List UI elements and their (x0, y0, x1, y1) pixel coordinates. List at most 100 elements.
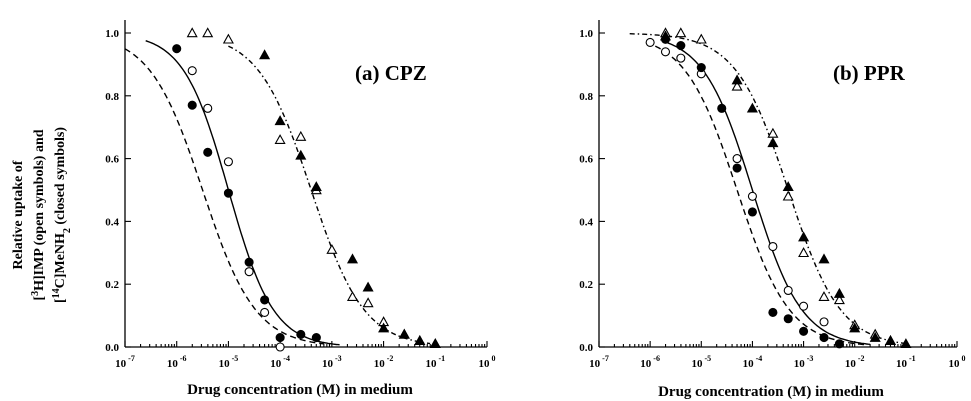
data-point-open-triangle (784, 192, 793, 200)
data-point-closed-triangle (799, 233, 808, 241)
data-point-closed-triangle (784, 182, 793, 190)
data-point-closed-triangle (400, 330, 409, 338)
data-point-closed-triangle (835, 289, 844, 297)
panel-label: (b) PPR (833, 61, 906, 85)
data-point-open-triangle (676, 28, 685, 36)
data-point-open-triangle (188, 28, 197, 36)
data-point-closed-circle (204, 148, 212, 156)
data-point-closed-circle (718, 104, 726, 112)
data-point-closed-circle (784, 315, 792, 323)
data-point-closed-circle (224, 189, 232, 197)
label-fragment: H]IMP (open symbols) and (32, 129, 47, 291)
data-point-open-triangle (276, 135, 285, 143)
x-tick-label: 10 0 (479, 354, 496, 370)
x-tick-label: 10 -2 (845, 354, 865, 370)
data-point-open-triangle (296, 132, 305, 140)
data-point-open-circle (276, 343, 284, 351)
y-tick-label: 0.6 (579, 154, 593, 166)
data-point-closed-triangle (364, 283, 373, 291)
data-point-closed-circle (820, 334, 828, 342)
data-point-closed-circle (835, 340, 843, 348)
fit-curve-dash-dot (228, 46, 430, 344)
data-point-closed-triangle (733, 76, 742, 84)
data-point-open-triangle (819, 292, 828, 300)
data-point-closed-triangle (748, 104, 757, 112)
data-point-open-triangle (203, 28, 212, 36)
data-point-closed-circle (261, 296, 269, 304)
x-tick-label: 10 -7 (115, 354, 135, 370)
data-point-closed-triangle (348, 255, 357, 263)
data-point-closed-circle (312, 334, 320, 342)
data-point-open-circle (748, 192, 756, 200)
y-axis-label: Relative uptake of [3H]IMP (open symbols… (11, 127, 73, 303)
x-axis-label: Drug concentration (M) in medium (658, 384, 884, 400)
data-point-closed-circle (748, 208, 756, 216)
y-tick-label: 0.6 (105, 154, 119, 166)
data-point-closed-circle (800, 327, 808, 335)
x-tick-label: 10 -3 (794, 354, 814, 370)
y-tick-label: 0.4 (579, 216, 593, 228)
y-tick-label: 1.0 (105, 28, 119, 40)
data-point-open-triangle (799, 248, 808, 256)
data-point-closed-circle (677, 42, 685, 50)
x-tick-label: 10 -1 (896, 354, 916, 370)
data-point-closed-circle (188, 101, 196, 109)
data-point-open-circle (261, 308, 269, 316)
data-point-open-circle (677, 54, 685, 62)
x-tick-label: 10 -2 (374, 354, 394, 370)
data-point-closed-circle (173, 45, 181, 53)
data-point-open-circle (204, 104, 212, 112)
x-tick-label: 10 -3 (322, 354, 342, 370)
plot-area: 0.0 0.2 0.4 0.6 0.8 1.0 10 -7 10 -6 10 -5 10 -4 10… (579, 20, 965, 370)
y-tick-label: 0.4 (105, 216, 119, 228)
data-point-open-circle (245, 268, 253, 276)
data-point-closed-triangle (768, 138, 777, 146)
data-point-closed-triangle (819, 255, 828, 263)
y-tick-label: 1.0 (579, 28, 593, 40)
x-tick-label: 10 -6 (167, 354, 187, 370)
data-point-closed-circle (297, 330, 305, 338)
data-point-closed-circle (733, 164, 741, 172)
chart-panel-a: 0.0 0.2 0.4 0.6 0.8 1.0 10 -7 10 -6 10 -5 10 -4 10… (105, 20, 495, 398)
label-fragment: C]MeNH (53, 233, 68, 288)
data-point-open-triangle (697, 35, 706, 43)
y-axis-label-line2: [3H]IMP (open symbols) and (30, 129, 48, 300)
x-tick-label: 10 -5 (219, 354, 239, 370)
data-point-closed-triangle (260, 50, 269, 58)
label-fragment: (closed symbols) (53, 127, 68, 228)
x-tick-label: 10 -4 (743, 354, 763, 370)
data-point-open-circle (820, 318, 828, 326)
plot-area: 0.0 0.2 0.4 0.6 0.8 1.0 10 -7 10 -6 10 -5 10 -4 10… (105, 20, 495, 370)
data-point-open-circle (769, 243, 777, 251)
y-tick-label: 0.2 (105, 279, 119, 291)
data-point-closed-triangle (312, 182, 321, 190)
data-point-open-circle (224, 158, 232, 166)
data-point-open-circle (800, 302, 808, 310)
data-point-closed-circle (245, 258, 253, 266)
x-tick-label: 10 0 (949, 354, 966, 370)
y-tick-label: 0.8 (579, 91, 593, 103)
data-point-open-circle (733, 155, 741, 163)
x-tick-label: 10 -7 (589, 354, 609, 370)
data-point-open-triangle (364, 298, 373, 306)
data-point-open-circle (188, 67, 196, 75)
y-axis-label-line1: Relative uptake of (11, 160, 26, 269)
label-fragment: 14 (51, 288, 62, 298)
x-axis-label: Drug concentration (M) in medium (187, 382, 413, 398)
data-point-closed-circle (769, 308, 777, 316)
data-point-closed-circle (697, 64, 705, 72)
x-tick-label: 10 -5 (691, 354, 711, 370)
data-point-closed-triangle (415, 336, 424, 344)
data-point-open-circle (784, 286, 792, 294)
y-tick-label: 0.0 (579, 342, 593, 354)
data-point-open-circle (661, 48, 669, 56)
data-point-closed-triangle (431, 339, 440, 347)
fit-curve-dashed (125, 49, 324, 344)
data-point-open-circle (646, 38, 654, 46)
data-point-closed-triangle (296, 151, 305, 159)
chart-panel-b: 0.0 0.2 0.4 0.6 0.8 1.0 10 -7 10 -6 10 -5 10 -4 10… (579, 20, 965, 400)
data-point-open-triangle (327, 245, 336, 253)
data-point-closed-triangle (886, 336, 895, 344)
x-tick-label: 10 -6 (640, 354, 660, 370)
